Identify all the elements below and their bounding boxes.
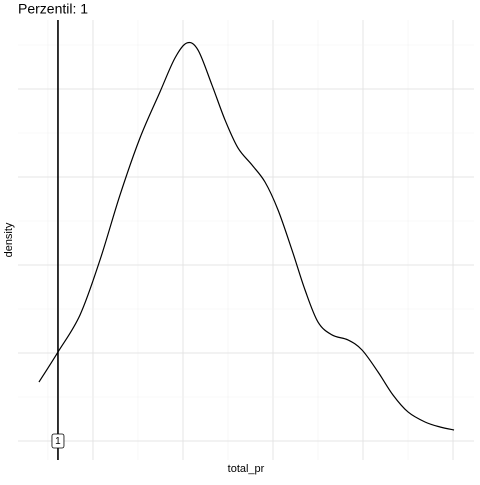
- y-axis-label: density: [3, 222, 15, 257]
- chart-title: Perzentil: 1: [18, 1, 88, 17]
- annotation-box: [51, 433, 65, 449]
- x-axis-label: total_pr: [228, 463, 265, 475]
- annotation-label: 1: [55, 436, 61, 447]
- density-line: [38, 41, 455, 431]
